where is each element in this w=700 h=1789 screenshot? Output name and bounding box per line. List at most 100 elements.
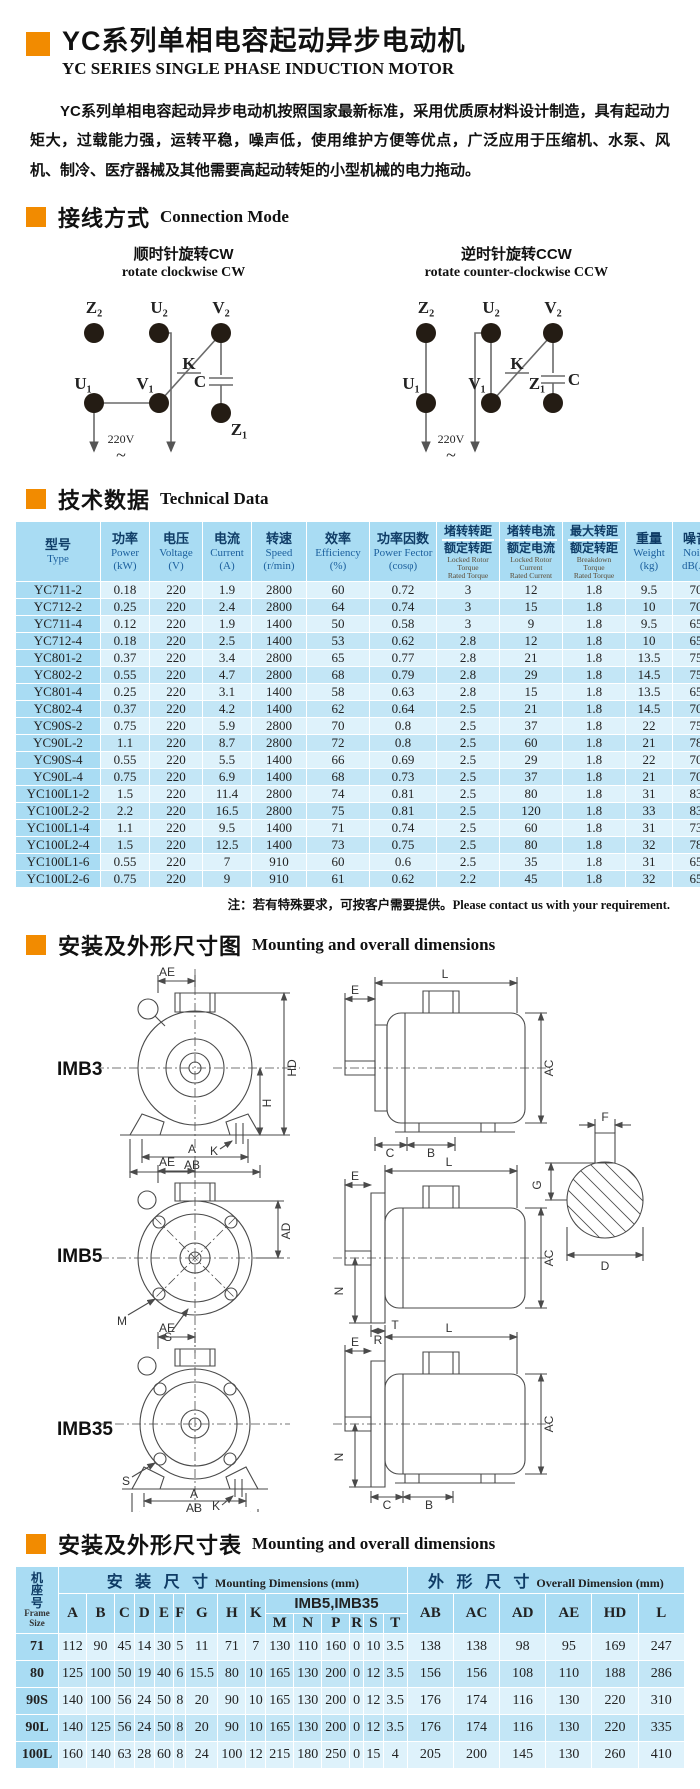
table-cell: 5.9 xyxy=(203,718,251,735)
table-cell: 31 xyxy=(626,786,672,803)
table-cell: 78 xyxy=(673,837,700,854)
section-heading-en: Mounting and overall dimensions xyxy=(252,935,496,955)
orange-square-icon xyxy=(26,206,46,227)
table-cell: 3.5 xyxy=(383,1634,407,1661)
table-cell: 250 xyxy=(322,1742,350,1769)
table-cell: 7 xyxy=(203,854,251,871)
table-cell: 1.8 xyxy=(563,667,625,684)
table-cell: 32 xyxy=(626,837,672,854)
table-cell: 98 xyxy=(500,1634,546,1661)
table-cell: 24 xyxy=(134,1688,154,1715)
column-header: F xyxy=(174,1594,186,1634)
table-cell: 68 xyxy=(307,769,369,786)
table-cell: 2800 xyxy=(252,599,306,616)
table-cell: 176 xyxy=(407,1715,453,1742)
column-header: HD xyxy=(592,1594,638,1634)
technical-table-body: YC711-2 0.18 220 1.9 2800 60 0.72 3 12 1.8 9.5 70 YC… xyxy=(16,582,700,888)
table-cell: 29 xyxy=(500,667,562,684)
section-heading-cn: 技术数据 xyxy=(58,487,151,513)
table-cell: 174 xyxy=(453,1688,500,1715)
table-cell: 58 xyxy=(307,684,369,701)
mounting-table-body: 71 112 90 45 14 30 5 11 71 7 130 110 160 0 10 3.5 138 138… xyxy=(16,1634,684,1769)
table-cell: 21 xyxy=(500,650,562,667)
column-header: N xyxy=(294,1614,322,1634)
table-cell: 20 xyxy=(186,1688,218,1715)
section-heading-cn: 接线方式 xyxy=(58,205,151,231)
table-cell: 50 xyxy=(154,1688,174,1715)
ccw-title-cn: 逆时针旋转CCW xyxy=(460,245,572,263)
dim-label: AE xyxy=(159,1155,175,1169)
table-cell: 32 xyxy=(626,871,672,888)
table-row: YC100L1-6 0.55 220 7 910 60 0.6 2.5 35 1.8 31 65 xyxy=(16,854,700,871)
table-cell: 0.18 xyxy=(101,582,149,599)
table-cell: 75 xyxy=(673,650,700,667)
dimension-drawings: IMB3 IMB5 IMB35 xyxy=(57,967,645,1513)
table-cell: 50 xyxy=(307,616,369,633)
table-cell: 75 xyxy=(673,667,700,684)
table-cell: 0.62 xyxy=(370,871,436,888)
table-cell: YC712-2 xyxy=(16,599,100,616)
table-cell: 9.5 xyxy=(626,582,672,599)
table-cell: 165 xyxy=(266,1715,294,1742)
dim-label: AE xyxy=(159,1321,175,1335)
table-cell: 83 xyxy=(673,803,700,820)
table-cell: 286 xyxy=(638,1661,684,1688)
table-cell: 2.5 xyxy=(437,769,499,786)
dim-label: H xyxy=(260,1099,274,1108)
table-cell: 220 xyxy=(150,854,202,871)
table-cell: 156 xyxy=(453,1661,500,1688)
voltage-label: 220V xyxy=(107,432,134,446)
table-cell: 220 xyxy=(150,701,202,718)
table-cell: 1.8 xyxy=(563,752,625,769)
table-cell: 130 xyxy=(546,1688,592,1715)
table-cell: 2.5 xyxy=(437,786,499,803)
table-cell: 3 xyxy=(437,616,499,633)
table-cell: 0.25 xyxy=(101,684,149,701)
table-cell: 130 xyxy=(546,1715,592,1742)
table-cell: 130 xyxy=(294,1688,322,1715)
dim-label: S xyxy=(122,1474,130,1488)
table-cell: 8 xyxy=(174,1742,186,1769)
table-cell: 2.8 xyxy=(437,633,499,650)
table-cell: 100 xyxy=(87,1688,115,1715)
table-cell: 3.4 xyxy=(203,650,251,667)
table-cell: 65 xyxy=(307,650,369,667)
table-row: YC802-4 0.37 220 4.2 1400 62 0.64 2.5 21 1.8 14.5 7… xyxy=(16,701,700,718)
dim-label: M xyxy=(117,1314,127,1328)
technical-table-wrap: 型号 Type 功率 Power (kW) 电压 Voltage (V) 电流 Current (A… xyxy=(15,520,700,889)
table-cell: 80 xyxy=(218,1661,246,1688)
table-cell: YC801-4 xyxy=(16,684,100,701)
dim-label: N xyxy=(332,1287,346,1296)
terminal-label: Z₂ xyxy=(418,298,434,317)
table-cell: 160 xyxy=(59,1742,87,1769)
table-row: YC712-4 0.18 220 2.5 1400 53 0.62 2.8 12 1.8 10 65 xyxy=(16,633,700,650)
dim-label: AE xyxy=(159,967,175,979)
dim-label: AC xyxy=(542,1416,556,1433)
table-cell: 0.37 xyxy=(101,701,149,718)
section-heading-en: Connection Mode xyxy=(160,206,289,226)
table-cell: 200 xyxy=(453,1742,500,1769)
imb3-front-view xyxy=(95,969,300,1178)
table-cell: 65 xyxy=(673,684,700,701)
table-cell: 1.5 xyxy=(101,837,149,854)
table-cell: 1.8 xyxy=(563,599,625,616)
table-cell: 1.9 xyxy=(203,582,251,599)
table-cell: 0.75 xyxy=(101,871,149,888)
table-cell: 169 xyxy=(592,1634,638,1661)
page-title-en: YC SERIES SINGLE PHASE INDUCTION MOTOR xyxy=(62,59,455,79)
table-cell: 200 xyxy=(322,1688,350,1715)
table-cell: 335 xyxy=(638,1715,684,1742)
table-cell: 78 xyxy=(673,735,700,752)
table-cell: 3 xyxy=(437,582,499,599)
table-cell: 247 xyxy=(638,1634,684,1661)
table-cell: 108 xyxy=(500,1661,546,1688)
dim-label: AB xyxy=(184,1158,200,1172)
imb5-side-view xyxy=(333,1165,550,1337)
table-cell: 165 xyxy=(266,1661,294,1688)
table-cell: 70 xyxy=(307,718,369,735)
column-header: 重量 Weight (kg) xyxy=(626,521,672,582)
table-cell: 160 xyxy=(322,1634,350,1661)
cw-wiring-diagram: Z₂ U₂ V₂ U₁ V₁ Z₁ K C 220V ~ xyxy=(74,298,247,465)
table-cell: 0.77 xyxy=(370,650,436,667)
table-cell: 28 xyxy=(134,1742,154,1769)
